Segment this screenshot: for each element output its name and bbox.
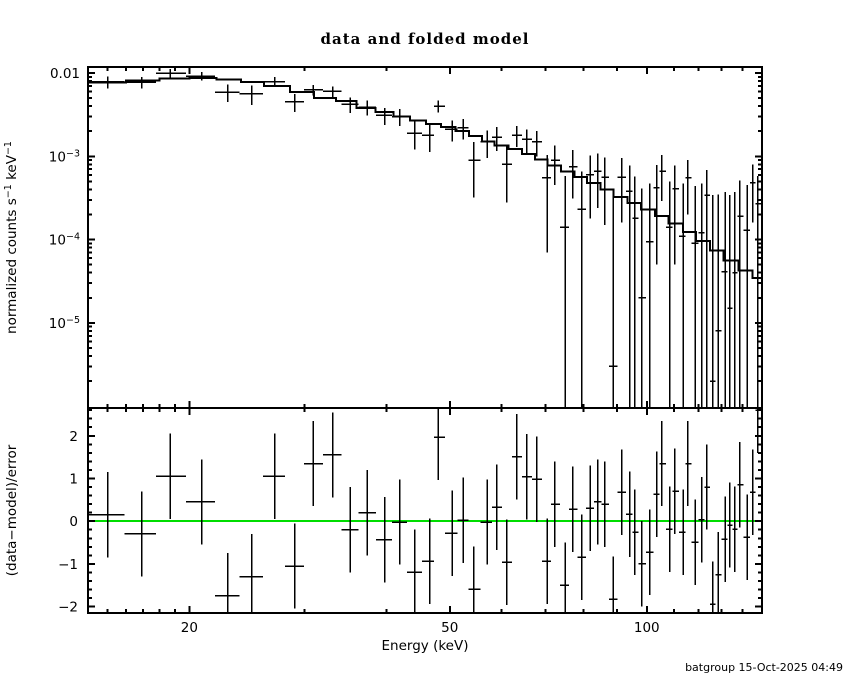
axis-ticks	[88, 67, 762, 613]
x-tick-label: 50	[441, 620, 458, 636]
y-tick-label-bottom: −2	[58, 600, 78, 616]
top-panel-data	[88, 69, 762, 408]
x-tick-label: 20	[181, 620, 198, 636]
timestamp-footer: batgroup 15-Oct-2025 04:49	[685, 661, 843, 674]
plot-frame	[87, 66, 763, 614]
y-axis-label-bottom: (data−model)/error	[4, 444, 20, 576]
x-tick-label: 100	[634, 620, 660, 636]
model-histogram	[88, 77, 762, 279]
y-tick-label-top: 10−5	[49, 315, 80, 332]
residual-panel-data	[88, 408, 762, 613]
axis-tick-labels: 20 50 100 0.01 10−3 10−4 10−5 2 1 0 −1 −2	[49, 66, 660, 636]
x-axis-label: Energy (keV)	[382, 638, 469, 654]
y-axis-label-top: normalized counts s−1 keV−1	[3, 141, 20, 334]
y-tick-label-bottom: 1	[69, 471, 78, 487]
plot-title: data and folded model	[320, 30, 530, 48]
y-tick-label-top: 10−4	[49, 232, 80, 249]
y-tick-label-top: 10−3	[49, 148, 80, 165]
y-tick-label-top: 0.01	[50, 66, 80, 82]
y-tick-label-bottom: 0	[69, 514, 78, 530]
y-tick-label-bottom: −1	[58, 557, 78, 573]
y-tick-label-bottom: 2	[69, 429, 78, 445]
